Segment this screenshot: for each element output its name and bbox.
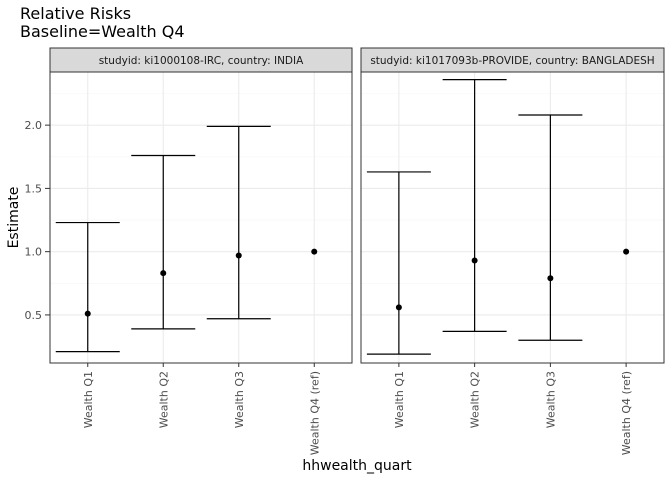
estimate-point <box>395 304 402 311</box>
estimate-point <box>311 248 318 255</box>
estimate-point <box>471 257 478 264</box>
y-axis-label: Estimate <box>6 187 22 249</box>
x-tick-label: Wealth Q4 (ref) <box>620 371 633 455</box>
x-tick-label: Wealth Q2 <box>469 371 482 428</box>
x-tick-label: Wealth Q3 <box>233 371 246 428</box>
facet-strip <box>49 47 353 73</box>
y-tick-label: 2.0 <box>25 119 43 132</box>
x-tick-label: Wealth Q4 (ref) <box>308 371 321 455</box>
chart-title: Relative Risks <box>20 4 132 23</box>
facet-strip-label: studyid: ki1017093b-PROVIDE, country: BA… <box>370 55 654 67</box>
estimate-point <box>160 270 167 277</box>
panel-background <box>361 72 664 363</box>
x-tick-label: Wealth Q2 <box>157 371 170 428</box>
chart-subtitle: Baseline=Wealth Q4 <box>20 22 185 41</box>
estimate-point <box>84 310 91 317</box>
y-tick-label: 0.5 <box>25 309 43 322</box>
x-tick-label: Wealth Q1 <box>82 371 95 428</box>
x-tick-label: Wealth Q3 <box>544 371 557 428</box>
panel-border <box>360 71 665 364</box>
estimate-point <box>623 248 630 255</box>
panel-border <box>49 71 353 364</box>
estimate-point <box>235 252 242 259</box>
estimate-point <box>547 275 554 282</box>
x-tick-label: Wealth Q1 <box>393 371 406 428</box>
facet-strip <box>360 47 665 73</box>
x-axis-label: hhwealth_quart <box>302 458 412 474</box>
facet-strip-label: studyid: ki1000108-IRC, country: INDIA <box>99 55 304 67</box>
panel-background <box>50 72 352 363</box>
y-tick-label: 1.5 <box>25 182 43 195</box>
y-tick-label: 1.0 <box>25 246 43 259</box>
